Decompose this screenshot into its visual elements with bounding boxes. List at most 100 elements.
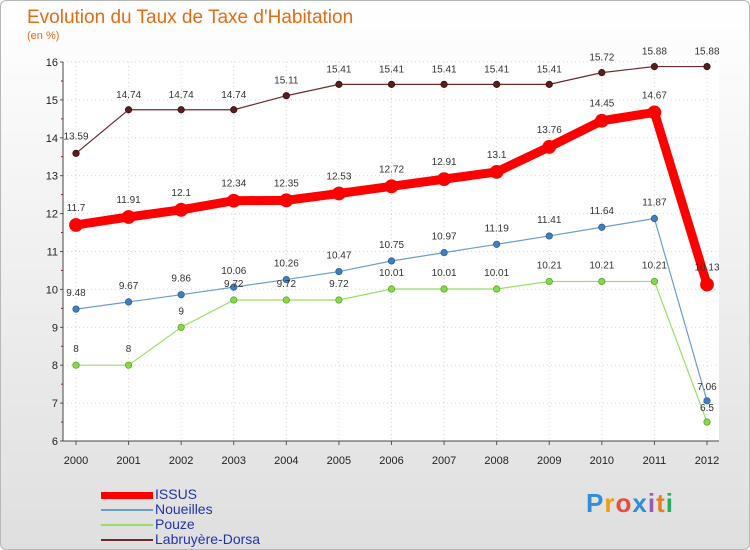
data-label: 14.67 bbox=[642, 90, 667, 101]
data-point bbox=[545, 80, 553, 88]
data-point bbox=[279, 193, 294, 208]
x-tick-label: 2004 bbox=[274, 455, 298, 467]
x-tick-label: 2003 bbox=[222, 455, 246, 467]
x-tick-label: 2006 bbox=[379, 455, 403, 467]
data-point bbox=[282, 296, 290, 304]
legend-swatch bbox=[101, 539, 153, 541]
data-point bbox=[124, 106, 133, 114]
data-point bbox=[124, 361, 133, 369]
data-point bbox=[545, 232, 553, 240]
y-tick-label: 14 bbox=[46, 133, 58, 145]
data-point bbox=[493, 285, 501, 293]
data-point bbox=[440, 249, 448, 257]
legend-label: Noueilles bbox=[155, 501, 213, 517]
y-tick-label: 13 bbox=[46, 171, 58, 183]
y-tick-label: 6 bbox=[52, 436, 58, 448]
data-label: 9.72 bbox=[224, 279, 244, 290]
data-point bbox=[650, 214, 659, 223]
logo-letter: i bbox=[665, 488, 674, 518]
logo-letter: x bbox=[632, 488, 648, 518]
data-label: 15.41 bbox=[484, 64, 509, 75]
data-point bbox=[69, 218, 83, 232]
data-point bbox=[598, 223, 606, 231]
data-point bbox=[332, 186, 346, 201]
data-point bbox=[598, 277, 606, 286]
data-label: 10.97 bbox=[432, 232, 457, 243]
x-tick-label: 2012 bbox=[695, 455, 719, 467]
x-tick-label: 2010 bbox=[590, 455, 614, 467]
data-label: 12.53 bbox=[326, 172, 351, 183]
data-label: 9 bbox=[178, 306, 184, 317]
data-label: 15.41 bbox=[537, 64, 562, 75]
data-label: 14.74 bbox=[169, 90, 194, 101]
legend-swatch bbox=[101, 524, 153, 526]
x-tick-label: 2011 bbox=[643, 455, 667, 467]
data-label: 15.41 bbox=[432, 64, 457, 75]
data-label: 10.75 bbox=[379, 240, 404, 251]
data-point bbox=[335, 80, 343, 88]
data-label: 15.11 bbox=[274, 76, 299, 87]
data-point bbox=[387, 285, 396, 293]
y-tick-label: 15 bbox=[46, 95, 58, 107]
x-tick-label: 2008 bbox=[484, 455, 508, 467]
data-point bbox=[387, 80, 396, 88]
data-point bbox=[174, 202, 189, 217]
data-label: 10.01 bbox=[484, 268, 509, 279]
data-label: 7.06 bbox=[697, 382, 717, 393]
data-label: 15.41 bbox=[379, 64, 404, 75]
chart-subtitle: (en %) bbox=[27, 30, 60, 42]
data-label: 10.21 bbox=[642, 260, 667, 271]
data-label: 15.41 bbox=[326, 64, 351, 75]
data-label: 11.64 bbox=[590, 206, 615, 217]
data-point bbox=[542, 139, 557, 154]
legend-swatch bbox=[101, 509, 153, 511]
data-point bbox=[647, 105, 662, 120]
data-point bbox=[226, 193, 241, 208]
x-tick-label: 2000 bbox=[64, 455, 88, 467]
data-label: 13.76 bbox=[537, 125, 562, 136]
data-label: 8 bbox=[73, 344, 79, 355]
data-label: 11.19 bbox=[485, 223, 510, 234]
data-label: 14.74 bbox=[116, 90, 141, 101]
data-label: 14.74 bbox=[221, 90, 246, 101]
data-label: 14.45 bbox=[589, 99, 614, 110]
logo-letter: r bbox=[604, 488, 616, 518]
data-point bbox=[335, 267, 343, 276]
data-label: 15.88 bbox=[642, 47, 667, 58]
y-tick-label: 9 bbox=[52, 322, 58, 334]
x-tick-label: 2009 bbox=[537, 455, 561, 467]
data-label: 9.67 bbox=[119, 281, 139, 292]
data-point bbox=[493, 80, 501, 88]
x-tick-label: 2007 bbox=[432, 455, 456, 467]
data-label: 12.1 bbox=[171, 188, 191, 199]
x-tick-label: 2002 bbox=[169, 455, 193, 467]
data-point bbox=[282, 92, 290, 100]
data-point bbox=[700, 277, 714, 292]
chart-title: Evolution du Taux de Taxe d'Habitation bbox=[27, 7, 354, 28]
y-tick-label: 7 bbox=[52, 398, 58, 410]
data-label: 9.86 bbox=[171, 274, 191, 285]
proxiti-logo: Proxiti bbox=[586, 488, 674, 519]
data-label: 10.01 bbox=[379, 268, 404, 279]
logo-letter: o bbox=[615, 488, 633, 518]
logo-letter: t bbox=[656, 488, 666, 518]
legend-label: Pouze bbox=[155, 516, 195, 532]
data-point bbox=[121, 210, 136, 224]
data-label: 11.7 bbox=[67, 203, 86, 214]
data-label: 13.59 bbox=[63, 131, 88, 142]
data-point bbox=[177, 106, 185, 114]
legend-swatch bbox=[101, 491, 153, 499]
data-point bbox=[230, 106, 238, 114]
y-tick-label: 10 bbox=[46, 284, 58, 296]
data-point bbox=[493, 240, 501, 248]
data-point bbox=[384, 179, 399, 194]
data-label: 12.72 bbox=[379, 164, 404, 175]
data-label: 10.26 bbox=[274, 259, 299, 270]
y-tick-label: 8 bbox=[52, 360, 58, 372]
data-point bbox=[72, 361, 80, 369]
data-label: 10.06 bbox=[221, 266, 246, 277]
data-point bbox=[440, 285, 448, 293]
data-label: 10.47 bbox=[326, 251, 351, 262]
data-point bbox=[335, 296, 343, 304]
